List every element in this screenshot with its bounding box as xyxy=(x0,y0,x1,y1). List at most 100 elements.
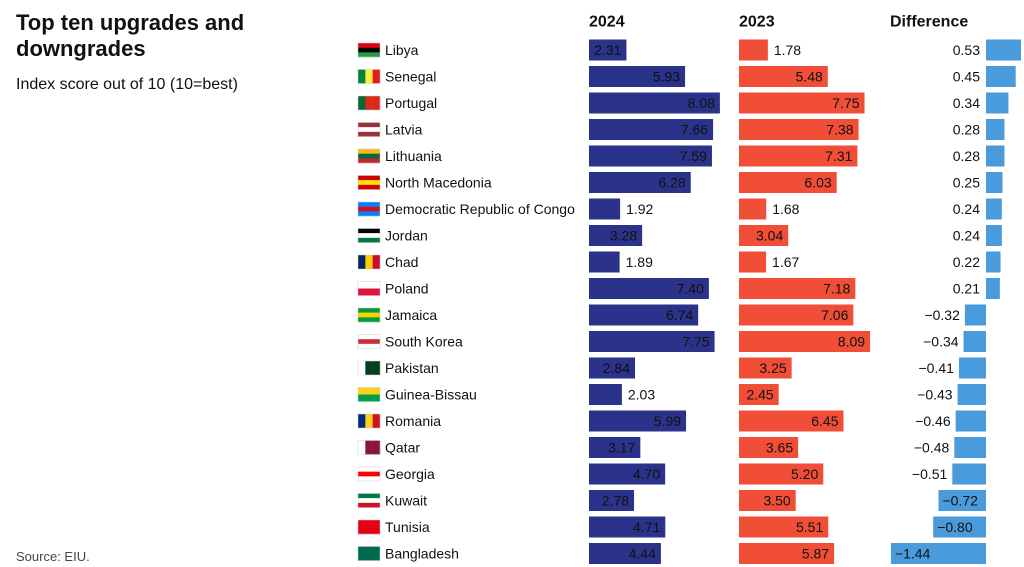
bar xyxy=(986,251,1001,273)
value-label: −0.72 xyxy=(942,493,978,509)
bar xyxy=(954,437,986,458)
category-label: Guinea-Bissau xyxy=(385,387,477,403)
flag-border xyxy=(357,201,381,217)
flag xyxy=(358,158,380,164)
bar xyxy=(938,490,986,511)
value-label: 7.38 xyxy=(826,122,853,138)
flag xyxy=(358,52,380,58)
flag xyxy=(358,476,380,482)
value-label: 3.50 xyxy=(763,493,790,509)
value-label: 3.04 xyxy=(756,228,783,244)
flag xyxy=(372,69,381,84)
flag xyxy=(372,440,381,455)
flag xyxy=(358,47,380,53)
flag-border xyxy=(357,228,381,243)
value-label: 4.44 xyxy=(629,546,656,562)
bar xyxy=(589,145,712,167)
value-label: 1.67 xyxy=(772,254,799,270)
flag-border xyxy=(357,360,381,376)
bar xyxy=(739,331,871,352)
bar xyxy=(986,172,1003,193)
value-label: 6.45 xyxy=(811,413,838,429)
value-label: 1.78 xyxy=(774,42,801,58)
bar xyxy=(986,66,1016,87)
bar xyxy=(739,304,854,326)
bar xyxy=(589,198,621,220)
value-label: 4.71 xyxy=(633,519,660,535)
bar xyxy=(739,384,779,405)
bar xyxy=(739,119,859,140)
value-label: 1.92 xyxy=(626,201,653,217)
bar xyxy=(589,490,635,511)
flag xyxy=(358,546,380,561)
value-label: 7.18 xyxy=(823,281,850,297)
bar xyxy=(739,357,792,379)
value-label: −0.48 xyxy=(914,440,950,456)
value-label: 0.21 xyxy=(953,281,980,297)
flag xyxy=(358,281,380,289)
flag-border xyxy=(357,254,381,270)
flag xyxy=(372,96,381,110)
flag xyxy=(358,211,380,217)
flag xyxy=(358,255,366,269)
category-label: Portugal xyxy=(385,95,437,111)
value-label: −0.43 xyxy=(917,387,953,403)
category-label: Romania xyxy=(385,413,441,429)
flag xyxy=(358,339,380,345)
bar xyxy=(986,39,1021,61)
bar xyxy=(739,92,865,114)
flag-border xyxy=(357,175,381,190)
flag xyxy=(358,206,380,212)
value-label: 7.31 xyxy=(825,148,852,164)
column-header: 2024 xyxy=(589,14,625,31)
flag xyxy=(358,394,380,402)
bar xyxy=(589,225,643,246)
flag xyxy=(358,228,380,234)
flag xyxy=(358,237,380,243)
flag-border xyxy=(357,466,381,482)
bar xyxy=(739,251,767,273)
value-label: 2.03 xyxy=(628,387,655,403)
flag xyxy=(358,175,380,181)
flag-border xyxy=(357,122,381,137)
chart-title: Top ten upgrades and downgrades xyxy=(16,10,245,61)
value-label: −0.32 xyxy=(924,307,960,323)
flag xyxy=(372,255,381,269)
flag-border xyxy=(357,334,381,349)
value-label: 5.93 xyxy=(653,69,680,85)
bar xyxy=(739,463,824,485)
value-label: 1.68 xyxy=(772,201,799,217)
flag xyxy=(358,288,380,296)
flag xyxy=(358,387,380,395)
bar xyxy=(739,437,799,458)
bar xyxy=(739,172,837,193)
flag xyxy=(372,361,381,375)
category-label: Latvia xyxy=(385,122,423,138)
flag xyxy=(358,502,380,508)
bar xyxy=(589,119,714,140)
flag xyxy=(358,180,380,186)
category-label: Tunisia xyxy=(385,519,430,535)
bar xyxy=(739,410,844,432)
category-label: North Macedonia xyxy=(385,175,492,191)
category-label: Jordan xyxy=(385,228,428,244)
bar xyxy=(739,39,768,61)
flag xyxy=(358,317,380,323)
flag xyxy=(358,493,380,499)
flag xyxy=(358,153,380,159)
bar xyxy=(986,92,1009,114)
value-label: 0.24 xyxy=(953,201,980,217)
value-label: 0.28 xyxy=(953,122,980,138)
category-label: Chad xyxy=(385,254,418,270)
value-label: 3.17 xyxy=(608,440,635,456)
bar xyxy=(589,410,687,432)
bar xyxy=(957,384,986,405)
flag xyxy=(358,96,366,110)
flag-border xyxy=(357,440,381,455)
bar xyxy=(589,516,666,538)
category-label: Qatar xyxy=(385,440,420,456)
bar xyxy=(589,39,627,61)
bar xyxy=(986,119,1005,140)
flag xyxy=(365,361,373,375)
